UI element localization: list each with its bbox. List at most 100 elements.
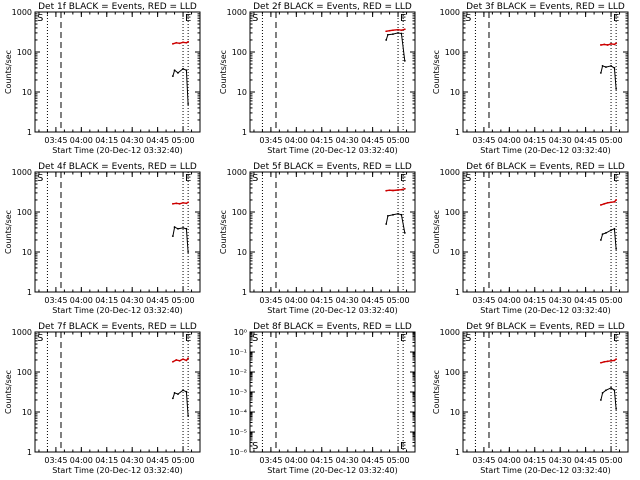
x-tick-label: 03:45 xyxy=(259,136,282,145)
panel-det-8f: Det 8f BLACK = Events, RED = LLD 10⁻⁶ 10⁻⁵… xyxy=(229,322,416,475)
lld-data-point xyxy=(400,29,403,32)
lld-data-point xyxy=(392,189,394,192)
events-data-point xyxy=(173,392,176,394)
lld-data-point xyxy=(187,357,190,360)
x-tick-label: 04:45 xyxy=(146,296,169,305)
y-tick-label: 100 xyxy=(17,208,32,217)
end-marker-label: E xyxy=(400,441,406,452)
x-tick-label: 03:45 xyxy=(44,456,67,465)
x-tick-label: 05:00 xyxy=(172,296,195,305)
events-data-point xyxy=(613,389,616,392)
events-data-point xyxy=(605,232,607,234)
plot-frame xyxy=(462,171,629,293)
x-tick-label: 04:30 xyxy=(336,296,359,305)
panel-title: Det 1f BLACK = Events, RED = LLD xyxy=(38,2,197,12)
events-series-line xyxy=(172,68,189,105)
x-tick-label: 05:00 xyxy=(172,136,195,145)
x-tick-label: 03:45 xyxy=(44,296,67,305)
x-tick-label: 04:15 xyxy=(95,296,118,305)
lld-data-point xyxy=(610,42,612,45)
y-axis-label: Counts/sec xyxy=(432,370,441,414)
lld-data-point xyxy=(599,44,602,46)
plot-frame xyxy=(249,331,416,453)
start-marker-label: S xyxy=(465,13,471,24)
x-axis-label: Start Time (20-Dec-12 03:32:40) xyxy=(52,146,183,155)
y-axis-label: Counts/sec xyxy=(432,210,441,254)
events-series-line xyxy=(172,226,189,253)
y-tick-label: 10⁰ xyxy=(234,328,247,337)
events-series-line xyxy=(172,389,189,416)
y-tick-label: 100 xyxy=(445,368,460,377)
x-tick-label: 04:00 xyxy=(70,296,93,305)
events-data-point xyxy=(182,389,184,392)
events-data-point xyxy=(182,227,184,229)
x-tick-label: 05:00 xyxy=(600,136,623,145)
x-tick-label: 03:45 xyxy=(472,456,495,465)
y-tick-label: 10 xyxy=(22,408,32,417)
panel-det-1f: Det 1f BLACK = Events, RED = LLD 1 10 100 10… xyxy=(4,2,201,155)
x-tick-label: 04:15 xyxy=(310,456,333,465)
y-axis-label: Counts/sec xyxy=(4,370,13,414)
events-data-point xyxy=(613,227,616,230)
y-tick-label: 1000 xyxy=(12,8,32,17)
events-data-point xyxy=(177,227,179,230)
lld-data-point xyxy=(599,204,602,206)
y-tick-label: 10 xyxy=(237,88,247,97)
lld-data-point xyxy=(185,202,188,205)
events-data-point xyxy=(615,407,618,410)
y-tick-label: 10⁻¹ xyxy=(229,348,247,357)
events-data-point xyxy=(177,72,179,74)
events-data-point xyxy=(386,214,389,217)
x-tick-label: 04:45 xyxy=(146,456,169,465)
panel-title: Det 5f BLACK = Events, RED = LLD xyxy=(253,162,412,172)
y-axis-label: Counts/sec xyxy=(432,50,441,94)
x-tick-label: 04:15 xyxy=(523,456,546,465)
y-axis-label: Counts/sec xyxy=(219,210,228,254)
y-tick-label: 10⁻² xyxy=(229,368,247,377)
x-tick-label: 04:15 xyxy=(310,136,333,145)
lld-data-point xyxy=(385,30,388,33)
end-marker-label: E xyxy=(185,173,191,184)
events-data-point xyxy=(599,72,602,74)
y-tick-label: 10⁻³ xyxy=(229,388,247,397)
y-tick-label: 10⁻⁵ xyxy=(229,428,247,437)
start-marker-label: S xyxy=(252,173,258,184)
x-tick-label: 04:30 xyxy=(549,136,572,145)
events-data-point xyxy=(187,103,190,105)
lld-data-point xyxy=(182,201,184,204)
lld-data-point xyxy=(175,202,178,205)
x-axis-label: Start Time (20-Dec-12 03:32:40) xyxy=(267,466,398,475)
end-marker-label: E xyxy=(400,173,406,184)
lld-data-point xyxy=(185,41,188,44)
panel-det-7f: Det 7f BLACK = Events, RED = LLD 1 10 100 10… xyxy=(4,322,201,475)
x-tick-label: 05:00 xyxy=(600,296,623,305)
x-tick-label: 04:00 xyxy=(70,136,93,145)
y-tick-label: 1000 xyxy=(12,328,32,337)
events-data-point xyxy=(171,75,174,77)
events-data-point xyxy=(187,414,190,417)
x-tick-label: 04:00 xyxy=(285,136,308,145)
x-tick-label: 04:15 xyxy=(310,296,333,305)
x-tick-label: 04:30 xyxy=(336,456,359,465)
lld-data-point xyxy=(187,201,190,204)
events-series-line xyxy=(600,65,617,89)
events-data-point xyxy=(605,66,607,68)
events-data-point xyxy=(610,64,612,67)
end-marker-label: E xyxy=(613,333,619,344)
x-tick-label: 04:00 xyxy=(498,296,521,305)
x-tick-label: 04:00 xyxy=(285,456,308,465)
y-tick-label: 1000 xyxy=(440,328,460,337)
y-tick-label: 1000 xyxy=(440,8,460,17)
lld-data-point xyxy=(606,201,609,204)
plot-frame xyxy=(249,171,416,293)
events-data-point xyxy=(386,33,389,36)
panel-title: Det 3f BLACK = Events, RED = LLD xyxy=(466,2,625,12)
x-axis-label: Start Time (20-Dec-12 03:32:40) xyxy=(52,466,183,475)
events-data-point xyxy=(185,227,188,230)
x-tick-label: 04:45 xyxy=(574,136,597,145)
y-tick-label: 10 xyxy=(450,88,460,97)
start-marker-label: S xyxy=(252,333,258,344)
lld-data-point xyxy=(615,358,618,361)
end-marker-label: E xyxy=(400,333,406,344)
